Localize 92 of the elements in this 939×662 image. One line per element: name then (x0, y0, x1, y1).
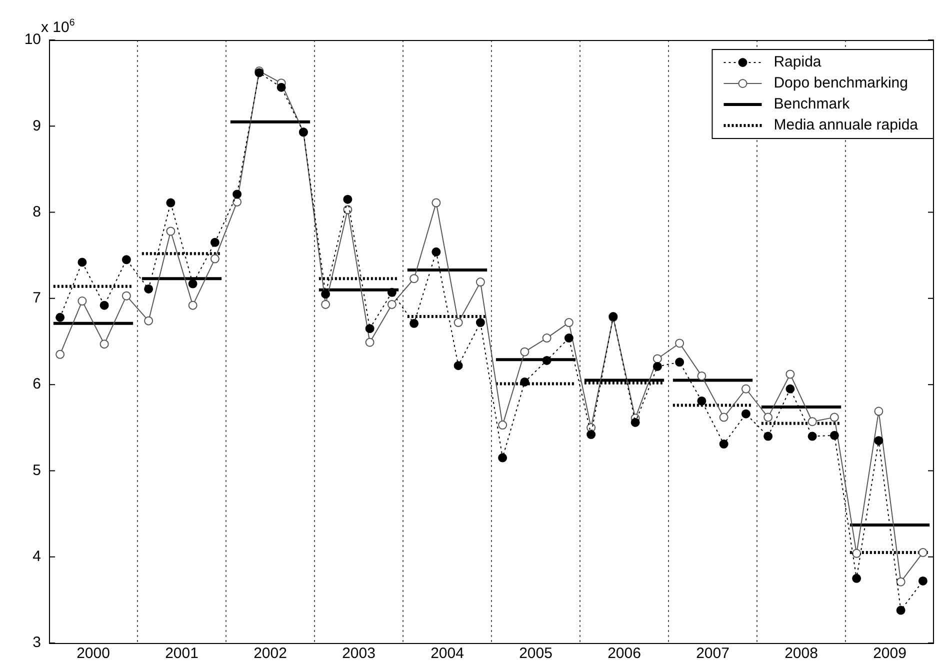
point (675, 338, 684, 348)
y-tick-label: 9 (32, 117, 41, 134)
point (896, 606, 906, 615)
legend-label: Benchmark (774, 96, 850, 113)
point (697, 371, 706, 380)
point (454, 361, 463, 370)
point (741, 384, 750, 394)
point (122, 255, 131, 264)
point (78, 258, 87, 267)
point (896, 577, 906, 586)
point (122, 291, 131, 300)
point (232, 197, 242, 206)
point (432, 247, 441, 256)
point (476, 318, 485, 328)
point (652, 362, 662, 371)
point (675, 358, 684, 367)
point (697, 396, 706, 406)
point (188, 300, 198, 310)
point (188, 279, 198, 288)
x-tick-label: 2004 (430, 645, 464, 662)
point (498, 420, 508, 430)
point (144, 316, 154, 326)
x-tick-label: 2001 (165, 645, 198, 662)
point (321, 290, 330, 299)
point (564, 318, 574, 328)
point (387, 288, 396, 297)
point (852, 548, 862, 558)
point (476, 278, 485, 287)
point (276, 82, 286, 92)
point (520, 347, 530, 356)
point (410, 274, 419, 284)
point (432, 198, 441, 208)
y-tick-label: 3 (32, 634, 41, 652)
x-tick-label: 2000 (76, 645, 110, 662)
point (343, 194, 352, 204)
point (166, 226, 176, 236)
point (764, 432, 773, 441)
y-tick-label: 7 (32, 290, 41, 307)
x-tick-label: 2006 (608, 645, 641, 662)
point (365, 324, 374, 334)
point (852, 574, 862, 583)
legend-label: Rapida (774, 54, 822, 71)
point (166, 198, 176, 208)
y-tick-label: 5 (32, 462, 41, 479)
point (652, 354, 662, 364)
x-tick-label: 2003 (342, 645, 376, 662)
point (874, 436, 884, 446)
point (830, 412, 839, 422)
point (630, 418, 640, 427)
x-tick-label: 2002 (254, 645, 287, 662)
x-tick-label: 2005 (519, 645, 552, 662)
point (365, 338, 374, 347)
x-tick-label: 2007 (696, 645, 730, 662)
point (454, 318, 463, 328)
y-tick-label: 4 (32, 548, 41, 565)
point (586, 430, 596, 440)
point (786, 384, 795, 394)
point (100, 300, 109, 310)
point (786, 370, 795, 379)
point (830, 430, 839, 440)
point (144, 284, 154, 294)
point (808, 417, 817, 426)
legend-label: Media annuale rapida (774, 116, 919, 134)
point (210, 254, 220, 264)
point (542, 334, 552, 343)
point (542, 356, 552, 365)
point (210, 238, 220, 247)
point (719, 440, 728, 449)
point (78, 296, 87, 306)
point (410, 318, 419, 328)
point (719, 412, 728, 422)
legend-label: Dopo benchmarking (774, 74, 908, 92)
point (56, 312, 65, 322)
y-tick-label: 10 (24, 31, 41, 48)
point (387, 300, 396, 309)
point (741, 409, 750, 418)
y-tick-label: 6 (32, 376, 41, 393)
point (764, 412, 773, 422)
point (564, 334, 574, 343)
point (918, 548, 928, 558)
point (100, 340, 109, 349)
point (498, 453, 508, 462)
y-tick-label: 8 (32, 203, 41, 220)
point (874, 406, 884, 416)
x-tick-label: 2009 (873, 645, 906, 662)
point (232, 190, 242, 199)
point (918, 576, 928, 586)
point (520, 377, 530, 386)
point (56, 350, 65, 359)
point (321, 300, 330, 309)
point (808, 432, 817, 441)
x-tick-label: 2008 (784, 645, 818, 662)
